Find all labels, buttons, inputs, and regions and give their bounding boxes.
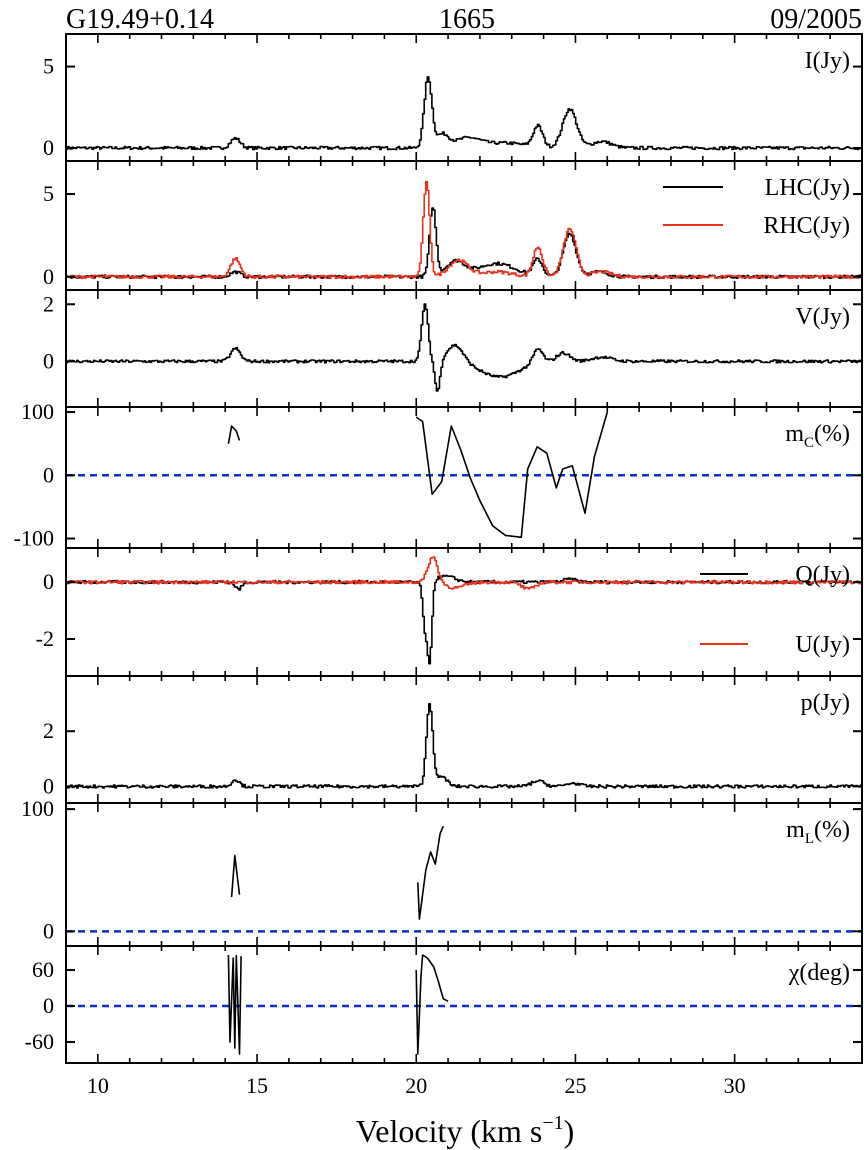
- segment-chi-1: [415, 954, 449, 1055]
- x-axis-label-close: ): [564, 1113, 575, 1149]
- source-name: G19.49+0.14: [66, 4, 214, 35]
- x-axis-label-main: Velocity (km s: [356, 1113, 543, 1149]
- legend-label-LR-1: RHC(Jy): [763, 213, 850, 239]
- panel-label-chi: χ(deg): [788, 960, 850, 986]
- series-LR-rhcjy: [66, 180, 863, 280]
- panels-group: 05 I(Jy)05 LHC(Jy)RHC(Jy)02V(Jy)-1000100mC…: [14, 33, 863, 1064]
- segment-mC-1: [415, 411, 609, 539]
- xtick-label-0: 10: [87, 1073, 109, 1098]
- ytick-label-LR-0: 0: [43, 264, 54, 289]
- segment-mL-1: [417, 825, 445, 920]
- ytick-label-mC-2: 100: [21, 399, 54, 424]
- panel-label-mC: mC(%): [785, 421, 850, 451]
- date-label: 09/2005: [770, 4, 862, 35]
- ytick-label-mC-1: 0: [43, 462, 54, 487]
- series-I-line: [66, 76, 863, 151]
- ytick-label-p-0: 0: [43, 773, 54, 798]
- xtick-label-1: 15: [246, 1073, 268, 1098]
- legend-label-QU-1: U(Jy): [795, 632, 850, 658]
- legend-label-LR-0: LHC(Jy): [765, 175, 850, 201]
- ytick-label-mC-0: -100: [14, 526, 54, 551]
- panel-label-mL: mL(%): [786, 817, 850, 847]
- panel-label-tail-mC: (%): [814, 421, 850, 447]
- panel-mC: -100 0 100 mC(%): [14, 399, 863, 551]
- panel-label-sub-mL: L: [805, 831, 814, 847]
- frame-V: [65, 289, 863, 408]
- x-axis: 10 15 20 25 30: [87, 1073, 746, 1098]
- ytick-label-chi-0: -60: [25, 1029, 54, 1054]
- frame-I: [65, 33, 863, 162]
- ytick-label-QU-1: 0: [43, 569, 54, 594]
- segment-mC-0: [227, 425, 241, 444]
- x-axis-label-sup: −1: [542, 1112, 563, 1134]
- x-axis-label: Velocity (km s−1): [356, 1112, 575, 1149]
- series-QU-qjy: [66, 574, 863, 665]
- frame-p: [65, 675, 863, 804]
- frequency-label: 1665: [439, 4, 495, 35]
- panel-LR: 0 5 LHC(Jy) RHC(Jy): [43, 160, 863, 291]
- panel-label-V: V(Jy): [795, 304, 850, 330]
- ytick-label-mL-1: 100: [21, 796, 54, 821]
- panel-p: 0 2 p(Jy): [43, 675, 863, 804]
- series-QU-ujy: [66, 556, 863, 590]
- frame-chi: [65, 945, 863, 1064]
- panel-QU: -2 0 Q(Jy) U(Jy): [36, 547, 863, 677]
- ytick-label-V-0: 0: [43, 348, 54, 373]
- ytick-label-chi-2: 60: [32, 957, 54, 982]
- ytick-label-V-1: 2: [43, 291, 54, 316]
- ytick-label-p-1: 2: [43, 718, 54, 743]
- series-p-line: [66, 703, 863, 789]
- ytick-label-I-0: 0: [43, 135, 54, 160]
- frame-mL: [65, 802, 863, 947]
- xtick-label-3: 25: [564, 1073, 586, 1098]
- frame-LR: [65, 160, 863, 291]
- segment-chi-0: [227, 954, 242, 1055]
- ytick-label-mL-0: 0: [43, 918, 54, 943]
- legend-label-QU-0: Q(Jy): [795, 562, 850, 588]
- panel-label-p: p(Jy): [801, 690, 850, 716]
- series-LR-lhcjy: [66, 207, 863, 280]
- panel-label-main-mL: m: [786, 817, 805, 843]
- series-V-line: [66, 303, 863, 392]
- frame-QU: [65, 547, 863, 677]
- xtick-label-2: 20: [405, 1073, 427, 1098]
- ytick-label-LR-1: 5: [43, 181, 54, 206]
- ytick-label-chi-1: 0: [43, 993, 54, 1018]
- panel-label-I: I(Jy): [805, 48, 850, 74]
- segment-mL-0: [230, 854, 241, 898]
- panel-V: 0 2 V(Jy): [43, 289, 863, 408]
- panel-label-tail-mL: (%): [814, 817, 850, 843]
- panel-mL: 0 100 mL(%): [21, 796, 863, 947]
- ytick-label-I-1: 5: [43, 54, 54, 79]
- ytick-label-QU-0: -2: [36, 626, 54, 651]
- panel-I: 0 5 I(Jy): [43, 33, 863, 162]
- xtick-label-4: 30: [724, 1073, 746, 1098]
- frame-mC: [65, 406, 863, 549]
- panel-label-main-mC: m: [785, 421, 804, 447]
- panel-chi: -60 0 60 χ(deg): [25, 945, 863, 1064]
- panel-label-sub-mC: C: [804, 435, 814, 451]
